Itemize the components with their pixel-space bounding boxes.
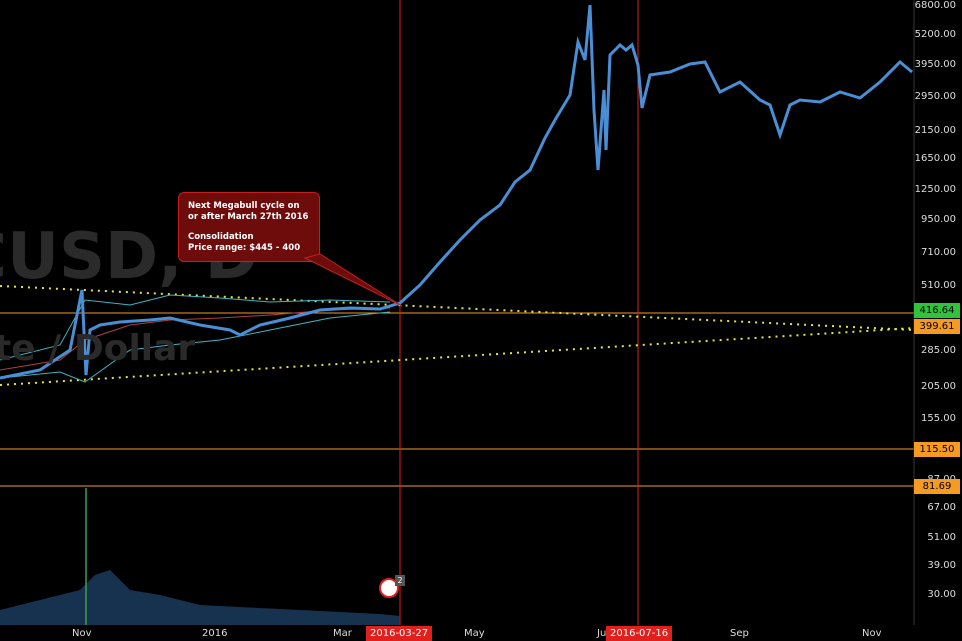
y-tick-label: 510.00 <box>921 280 956 291</box>
trendline-lower <box>0 327 915 386</box>
x-label-may: May <box>464 628 485 639</box>
price-tag: 81.69 <box>914 479 960 494</box>
y-tick-label: 2150.00 <box>914 125 956 136</box>
band-upper <box>0 294 391 361</box>
y-tick-label: 1650.00 <box>914 153 956 164</box>
y-tick-label: 5200.00 <box>914 29 956 40</box>
event-count-badge: 2 <box>395 575 405 586</box>
y-tick-label: 285.00 <box>921 345 956 356</box>
x-label-nov: Nov <box>72 628 92 639</box>
annotation-callout[interactable]: Next Megabull cycle on or after March 27… <box>178 192 320 262</box>
callout-pointer <box>303 253 403 307</box>
volume-area <box>0 570 400 625</box>
price-tag: 399.61 <box>914 319 960 334</box>
price-tag: 416.64 <box>914 303 960 318</box>
y-tick-label: 30.00 <box>927 589 956 600</box>
pair-watermark: te / Dollar <box>0 328 196 369</box>
y-tick-label: 155.00 <box>921 413 956 424</box>
callout-line-1: Next Megabull cycle on <box>188 201 300 211</box>
y-tick-label: 3950.00 <box>914 59 956 70</box>
y-tick-label: 51.00 <box>927 532 956 543</box>
y-tick-label: 2950.00 <box>914 91 956 102</box>
y-tick-label: 710.00 <box>921 247 956 258</box>
y-tick-label: 67.00 <box>927 502 956 513</box>
event-flag-icon[interactable] <box>379 578 399 598</box>
y-tick-label: 950.00 <box>921 214 956 225</box>
x-label-nov2: Nov <box>862 628 882 639</box>
date-tag-2016-07-16: 2016-07-16 <box>606 626 673 641</box>
x-label-sep: Sep <box>730 628 749 639</box>
x-label-mar: Mar <box>333 628 352 639</box>
date-tag-2016-03-27: 2016-03-27 <box>366 626 433 641</box>
x-label-ju: Ju <box>597 628 607 639</box>
callout-line-3: Consolidation <box>188 232 254 242</box>
y-tick-label: 205.00 <box>921 381 956 392</box>
price-tag: 115.50 <box>914 442 960 457</box>
callout-line-4: Price range: $445 - 400 <box>188 242 301 253</box>
y-tick-label: 6800.00 <box>914 0 956 11</box>
callout-line-2: or after March 27th 2016 <box>188 211 309 222</box>
y-tick-label: 39.00 <box>927 560 956 571</box>
price-line <box>0 4 913 380</box>
y-tick-label: 1250.00 <box>914 184 956 195</box>
x-label-2016: 2016 <box>202 628 228 639</box>
band-lower <box>0 311 391 383</box>
